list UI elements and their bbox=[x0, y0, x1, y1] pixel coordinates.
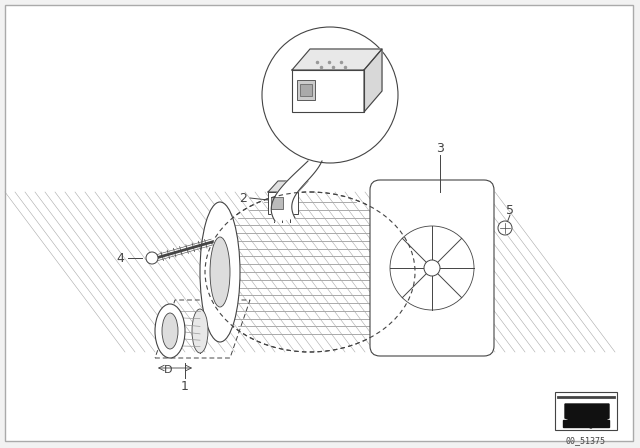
Polygon shape bbox=[364, 49, 382, 112]
Ellipse shape bbox=[210, 237, 230, 307]
Bar bbox=[555, 392, 617, 430]
Ellipse shape bbox=[155, 304, 185, 358]
Bar bbox=[292, 70, 364, 112]
Text: 1: 1 bbox=[181, 379, 189, 392]
Text: D: D bbox=[164, 365, 172, 375]
Polygon shape bbox=[565, 404, 609, 428]
Ellipse shape bbox=[498, 221, 512, 235]
Text: 00_51375: 00_51375 bbox=[566, 436, 606, 445]
Ellipse shape bbox=[200, 202, 240, 342]
Ellipse shape bbox=[205, 192, 415, 352]
Ellipse shape bbox=[146, 252, 158, 264]
Ellipse shape bbox=[192, 309, 208, 353]
Text: 3: 3 bbox=[436, 142, 444, 155]
Text: 2: 2 bbox=[239, 191, 247, 204]
Bar bbox=[268, 192, 298, 214]
Ellipse shape bbox=[424, 260, 440, 276]
Polygon shape bbox=[292, 49, 382, 70]
Text: 4: 4 bbox=[116, 251, 124, 264]
Polygon shape bbox=[268, 181, 308, 192]
Bar bbox=[271, 197, 283, 209]
Polygon shape bbox=[271, 161, 322, 221]
Circle shape bbox=[262, 27, 398, 163]
Bar bbox=[300, 84, 312, 96]
Polygon shape bbox=[155, 300, 250, 358]
Text: 5: 5 bbox=[506, 203, 514, 216]
FancyBboxPatch shape bbox=[370, 180, 494, 356]
Ellipse shape bbox=[162, 313, 178, 349]
Bar bbox=[297, 80, 315, 100]
Polygon shape bbox=[563, 420, 609, 427]
